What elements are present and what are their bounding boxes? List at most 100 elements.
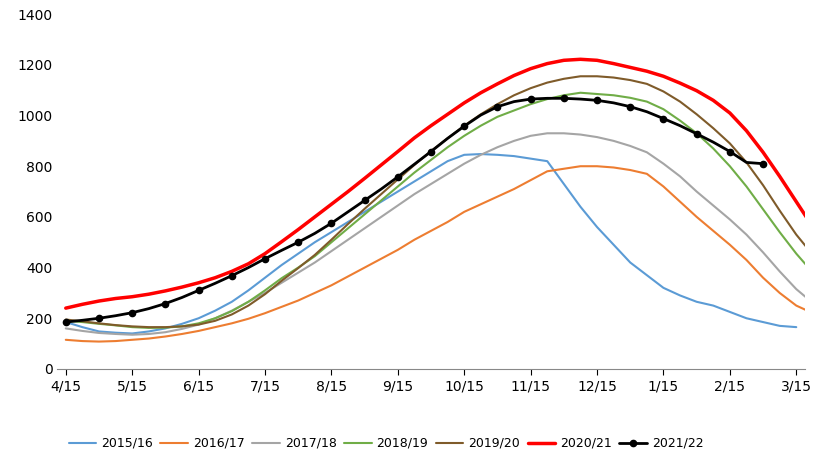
2021/22 xyxy=(410,161,420,167)
2021/22 xyxy=(443,136,452,141)
2020/21 xyxy=(675,80,685,86)
2017/18 xyxy=(543,131,553,136)
2015/16 xyxy=(741,315,751,321)
2015/16 xyxy=(675,293,685,298)
2015/16 xyxy=(260,275,270,280)
2016/17 xyxy=(210,324,220,330)
2016/17 xyxy=(260,310,270,316)
2016/17 xyxy=(194,328,204,334)
2018/19 xyxy=(741,184,751,189)
2016/17 xyxy=(576,163,585,169)
2016/17 xyxy=(642,171,652,177)
Legend: 2015/16, 2016/17, 2017/18, 2018/19, 2019/20, 2020/21, 2021/22: 2015/16, 2016/17, 2017/18, 2018/19, 2019… xyxy=(64,432,709,455)
2018/19 xyxy=(576,90,585,96)
Line: 2020/21: 2020/21 xyxy=(66,59,821,314)
2019/20 xyxy=(327,237,337,243)
2016/17 xyxy=(244,316,254,322)
2017/18 xyxy=(343,237,353,243)
2016/17 xyxy=(626,167,635,173)
2016/17 xyxy=(459,209,469,215)
2020/21 xyxy=(626,64,635,70)
2018/19 xyxy=(160,325,170,331)
2018/19 xyxy=(194,321,204,326)
2021/22 xyxy=(111,313,121,319)
2018/19 xyxy=(476,123,486,129)
2016/17 xyxy=(160,333,170,339)
2021/22 xyxy=(310,230,319,236)
2016/17 xyxy=(327,282,337,288)
2021/22 xyxy=(509,99,519,105)
2015/16 xyxy=(509,153,519,159)
2016/17 xyxy=(177,331,187,337)
2016/17 xyxy=(775,290,785,296)
2015/16 xyxy=(177,321,187,327)
2018/19 xyxy=(111,323,121,328)
2021/22 xyxy=(293,239,303,245)
2021/22 xyxy=(493,104,502,110)
2021/22 xyxy=(626,104,635,110)
2018/19 xyxy=(244,299,254,305)
2015/16 xyxy=(244,288,254,293)
2018/19 xyxy=(327,239,337,245)
2020/21 xyxy=(61,305,71,311)
2018/19 xyxy=(61,318,71,324)
2015/16 xyxy=(210,308,220,314)
2015/16 xyxy=(459,152,469,158)
2020/21 xyxy=(576,56,585,62)
2015/16 xyxy=(559,181,569,187)
2015/16 xyxy=(343,219,353,225)
2016/17 xyxy=(758,275,768,280)
2016/17 xyxy=(543,168,553,174)
2021/22 xyxy=(94,315,104,321)
2015/16 xyxy=(376,199,386,204)
2015/16 xyxy=(543,158,553,164)
2021/22 xyxy=(642,109,652,114)
2016/17 xyxy=(410,237,420,243)
Line: 2016/17: 2016/17 xyxy=(66,166,821,342)
2021/22 xyxy=(658,116,668,122)
2016/17 xyxy=(360,265,369,271)
2021/22 xyxy=(476,112,486,118)
2017/18 xyxy=(642,149,652,155)
2015/16 xyxy=(327,229,337,235)
2016/17 xyxy=(293,298,303,303)
2017/18 xyxy=(127,332,137,338)
2021/22 xyxy=(194,288,204,293)
2015/16 xyxy=(626,260,635,265)
2021/22 xyxy=(525,96,535,102)
2015/16 xyxy=(360,209,369,215)
2016/17 xyxy=(791,303,801,308)
2021/22 xyxy=(61,319,71,325)
2018/19 xyxy=(658,106,668,112)
2018/19 xyxy=(310,254,319,259)
2019/20 xyxy=(576,73,585,79)
2021/22 xyxy=(227,273,236,279)
2015/16 xyxy=(791,324,801,330)
2021/22 xyxy=(692,131,702,137)
2021/22 xyxy=(576,96,585,102)
2015/16 xyxy=(293,251,303,256)
2015/16 xyxy=(194,315,204,321)
2016/17 xyxy=(592,163,602,169)
2019/20 xyxy=(144,324,154,330)
2021/22 xyxy=(675,123,685,129)
2016/17 xyxy=(509,186,519,192)
2016/17 xyxy=(227,321,236,326)
2021/22 xyxy=(393,174,403,180)
2015/16 xyxy=(410,179,420,184)
2018/19 xyxy=(260,288,270,293)
2018/19 xyxy=(592,91,602,97)
2016/17 xyxy=(692,214,702,220)
2016/17 xyxy=(725,242,735,248)
2016/17 xyxy=(343,273,353,279)
2021/22 xyxy=(77,317,87,323)
2018/19 xyxy=(675,118,685,123)
2015/16 xyxy=(127,331,137,336)
2015/16 xyxy=(658,285,668,291)
2015/16 xyxy=(94,329,104,334)
2018/19 xyxy=(227,308,236,314)
2018/19 xyxy=(343,226,353,231)
2018/19 xyxy=(525,101,535,107)
2015/16 xyxy=(426,168,436,174)
2016/17 xyxy=(443,219,452,225)
